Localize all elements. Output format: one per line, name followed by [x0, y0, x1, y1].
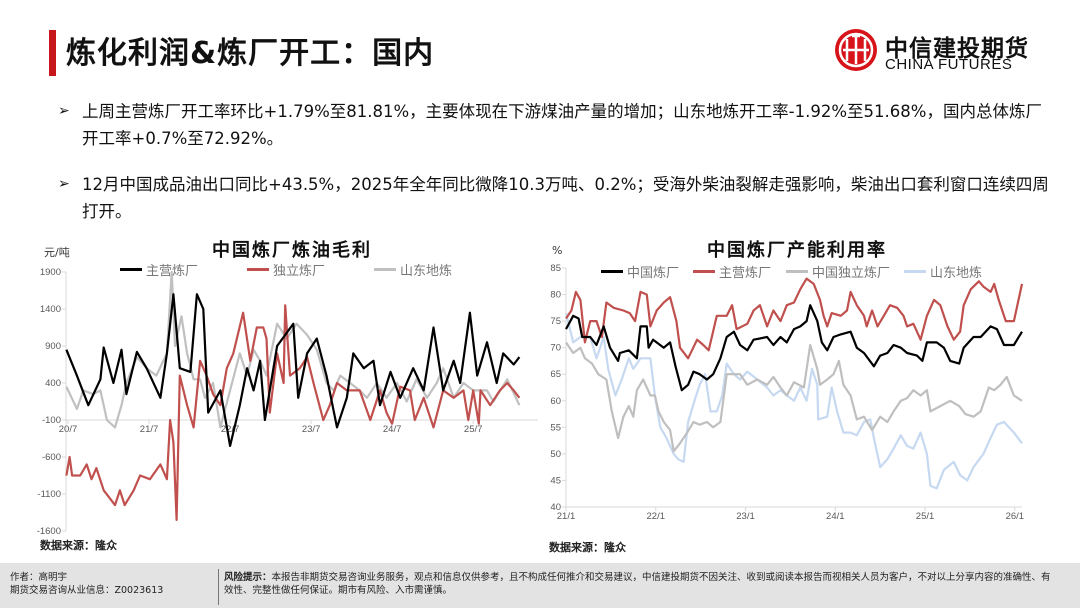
y-tick-label: -100 — [42, 415, 61, 426]
footer-divider — [218, 569, 219, 605]
series-line-3 — [65, 270, 521, 429]
x-tick-label: 20/7 — [59, 424, 78, 435]
y-tick-label: -1600 — [37, 526, 61, 537]
y-tick-label: 40 — [550, 502, 561, 513]
logo-text-en: CHINA FUTURES — [885, 56, 1013, 73]
x-tick-label: 26/1 — [1006, 511, 1025, 522]
series-line-4 — [564, 312, 1023, 490]
y-tick-label: 85 — [550, 263, 561, 274]
risk-disclaimer: 风险提示：本报告非期货交易咨询业务服务，观点和信息仅供参考，且不构成任何推介和交… — [224, 572, 1051, 596]
arrow-bullet-icon: ➢ — [58, 176, 70, 192]
y-tick-label: 75 — [550, 316, 561, 327]
y-tick-label: 60 — [550, 396, 561, 407]
legend-item: 中国炼厂 — [601, 262, 679, 281]
series-line-3 — [565, 341, 1023, 453]
series-line-1 — [65, 293, 521, 447]
y-tick-label: 1400 — [40, 304, 61, 315]
data-source: 数据来源：隆众 — [549, 541, 626, 554]
legend-item: 山东地炼 — [374, 260, 452, 279]
footer: 作者：高明宇 期货交易咨询从业信息：Z0023613 风险提示：本报告非期货交易… — [0, 563, 1080, 608]
chart-title: 中国炼厂产能利用率 — [707, 240, 887, 261]
arrow-bullet-icon: ➢ — [58, 103, 70, 119]
y-axis-unit: 元/吨 — [44, 246, 70, 259]
series-line-1 — [565, 304, 1023, 392]
y-tick-label: 80 — [550, 290, 561, 301]
chart-title: 中国炼厂炼油毛利 — [212, 240, 372, 261]
citic-emblem-icon — [835, 29, 877, 71]
legend-item: 主营炼厂 — [693, 262, 771, 281]
bullet-point: ➢ 12月中国成品油出口同比+43.5%，2025年全年同比微降10.3万吨、0… — [58, 171, 1058, 225]
x-tick-label: 25/7 — [464, 424, 483, 435]
x-tick-label: 21/1 — [557, 511, 576, 522]
x-tick-label: 24/1 — [826, 511, 845, 522]
x-tick-label: 21/7 — [140, 424, 159, 435]
x-tick-label: 23/7 — [302, 424, 321, 435]
y-tick-label: -1100 — [37, 489, 61, 500]
title-accent-bar — [49, 30, 56, 76]
y-tick-label: 900 — [45, 341, 61, 352]
y-tick-label: 55 — [550, 422, 561, 433]
x-tick-label: 24/7 — [383, 424, 402, 435]
data-source: 数据来源：隆众 — [40, 539, 117, 552]
y-tick-label: 400 — [45, 378, 61, 389]
x-tick-label: 22/1 — [647, 511, 666, 522]
y-tick-label: 70 — [550, 343, 561, 354]
bullet-text: 12月中国成品油出口同比+43.5%，2025年全年同比微降10.3万吨、0.2… — [82, 175, 1049, 221]
legend-item: 独立炼厂 — [247, 260, 325, 279]
page-title: 炼化利润&炼厂开工：国内 — [66, 36, 435, 71]
legend-item: 中国独立炼厂 — [786, 262, 890, 281]
y-tick-label: 45 — [550, 475, 561, 486]
series-line-2 — [65, 304, 521, 521]
y-axis-unit: % — [552, 244, 563, 257]
bullet-point: ➢ 上周主营炼厂开工率环比+1.79%至81.81%，主要体现在下游煤油产量的增… — [58, 98, 1058, 152]
x-tick-label: 25/1 — [916, 511, 935, 522]
y-tick-label: 50 — [550, 449, 561, 460]
y-tick-label: 1900 — [40, 267, 61, 278]
license-info: 期货交易咨询从业信息：Z0023613 — [10, 585, 164, 596]
x-tick-label: 22/7 — [221, 424, 240, 435]
company-logo: 中信建投期货 CHINA FUTURES — [833, 27, 1033, 77]
author: 作者：高明宇 — [10, 572, 68, 583]
x-tick-label: 23/1 — [736, 511, 755, 522]
y-tick-label: 65 — [550, 369, 561, 380]
logo-text-cn: 中信建投期货 — [885, 36, 1029, 62]
y-tick-label: -600 — [42, 452, 61, 463]
series-line-2 — [565, 277, 1024, 360]
bullet-text: 上周主营炼厂开工率环比+1.79%至81.81%，主要体现在下游煤油产量的增加；… — [82, 102, 1042, 148]
legend-item: 山东地炼 — [904, 262, 982, 281]
